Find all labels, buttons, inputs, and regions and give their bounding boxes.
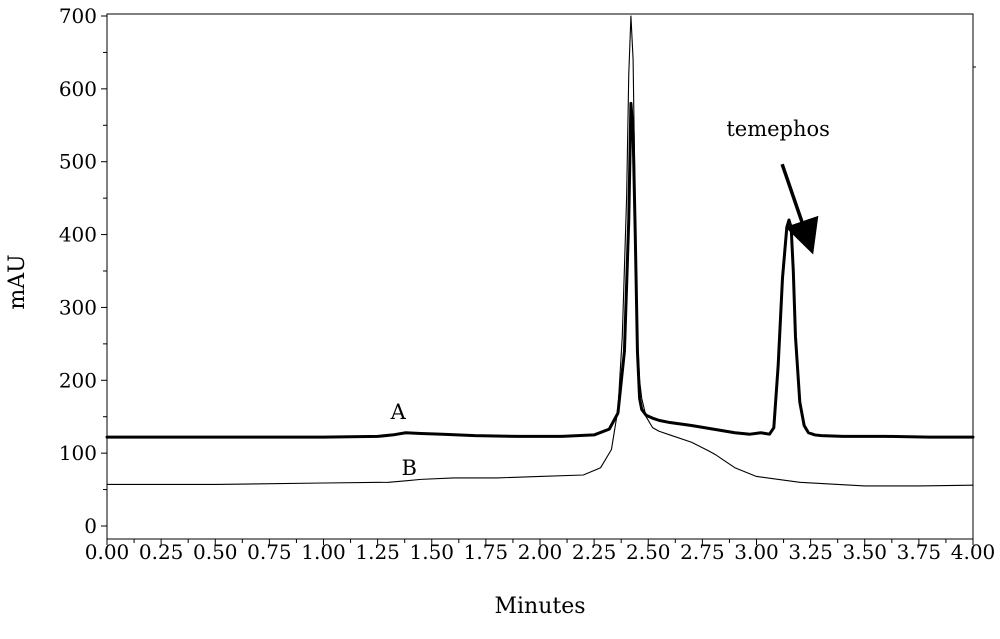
x-tick-label: 2.25 — [572, 540, 617, 564]
plot-frame — [106, 13, 974, 540]
series-label-b: B — [401, 456, 416, 480]
temephos-label: temephos — [726, 117, 830, 141]
y-tick-label: 500 — [59, 150, 97, 174]
y-tick-label: 300 — [59, 295, 97, 319]
x-tick-label: 1.25 — [355, 540, 400, 564]
y-tick-label: 600 — [59, 77, 97, 101]
x-tick-label: 2.50 — [626, 540, 671, 564]
x-tick-label: 0.50 — [193, 540, 238, 564]
y-axis-ticks: 0 100 200 300 400 500 600 700 — [59, 4, 976, 538]
x-tick-label: 2.00 — [518, 540, 563, 564]
y-tick-label: 400 — [59, 223, 97, 247]
x-tick-label: 1.75 — [464, 540, 509, 564]
series-line-b — [106, 15, 974, 487]
x-tick-label: 3.00 — [734, 540, 779, 564]
temephos-arrow — [780, 163, 819, 255]
series-line-a — [105, 101, 975, 439]
y-tick-label: 700 — [59, 4, 97, 28]
x-tick-label: 4.00 — [951, 540, 996, 564]
y-tick-label: 200 — [59, 368, 97, 392]
x-tick-label: 2.75 — [680, 540, 725, 564]
x-tick-label: 3.50 — [842, 540, 887, 564]
series-layer — [105, 15, 975, 487]
x-tick-label: 0.25 — [139, 540, 184, 564]
y-tick-label: 100 — [59, 441, 97, 465]
x-tick-label: 1.00 — [301, 540, 346, 564]
x-tick-label: 3.25 — [788, 540, 833, 564]
x-axis-title: Minutes — [494, 594, 585, 619]
x-tick-label: 3.75 — [897, 540, 942, 564]
x-tick-label: 0.00 — [85, 540, 130, 564]
y-axis-title: mAU — [5, 254, 30, 309]
series-label-a: A — [390, 400, 407, 424]
x-tick-label: 1.50 — [409, 540, 454, 564]
y-tick-label: 0 — [84, 514, 97, 538]
x-tick-label: 0.75 — [247, 540, 292, 564]
x-axis-ticks: 0.00 0.25 0.50 0.75 1.00 1.25 1.50 1.75 2.00 2.25… — [85, 539, 996, 564]
